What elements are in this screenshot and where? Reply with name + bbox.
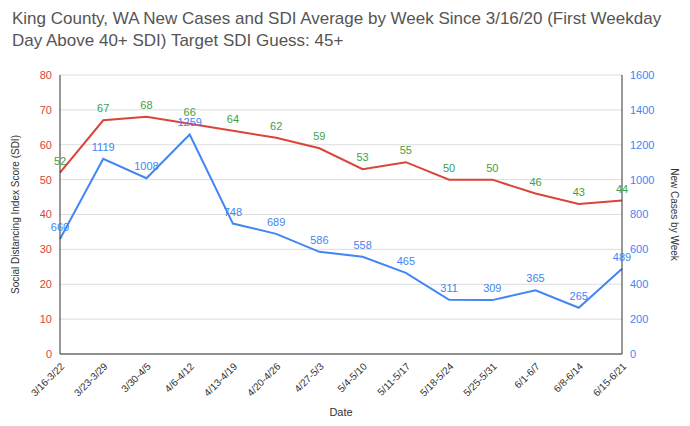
svg-text:4/6-4/12: 4/6-4/12 <box>162 360 196 394</box>
svg-text:200: 200 <box>630 313 648 325</box>
svg-text:44: 44 <box>616 183 628 195</box>
svg-text:5/11-5/17: 5/11-5/17 <box>375 360 412 397</box>
svg-text:489: 489 <box>613 251 631 263</box>
svg-text:6/8-6/14: 6/8-6/14 <box>551 360 585 394</box>
svg-text:3/16-3/22: 3/16-3/22 <box>29 360 67 398</box>
svg-text:53: 53 <box>356 151 368 163</box>
svg-text:586: 586 <box>310 234 328 246</box>
svg-text:5/18-5/24: 5/18-5/24 <box>418 360 456 398</box>
svg-text:67: 67 <box>97 102 109 114</box>
svg-text:5/25-5/31: 5/25-5/31 <box>461 360 499 398</box>
svg-text:1000: 1000 <box>630 174 654 186</box>
svg-text:365: 365 <box>526 272 544 284</box>
svg-text:20: 20 <box>40 278 52 290</box>
svg-text:6/1-6/7: 6/1-6/7 <box>512 360 542 390</box>
svg-text:558: 558 <box>353 239 371 251</box>
svg-text:80: 80 <box>40 69 52 81</box>
svg-text:4/27-5/3: 4/27-5/3 <box>292 360 326 394</box>
svg-text:3/23-3/29: 3/23-3/29 <box>72 360 110 398</box>
svg-text:689: 689 <box>267 216 285 228</box>
svg-text:64: 64 <box>227 113 239 125</box>
svg-text:66: 66 <box>183 105 196 118</box>
svg-text:1200: 1200 <box>630 139 654 151</box>
svg-text:1600: 1600 <box>630 69 654 81</box>
svg-text:311: 311 <box>440 282 458 294</box>
svg-text:3/30-4/5: 3/30-4/5 <box>119 360 153 394</box>
svg-text:660: 660 <box>51 221 69 233</box>
svg-text:0: 0 <box>630 348 636 360</box>
svg-text:50: 50 <box>486 162 498 174</box>
svg-text:5/4-5/10: 5/4-5/10 <box>335 360 369 394</box>
svg-text:68: 68 <box>140 99 152 111</box>
svg-text:40: 40 <box>40 208 52 220</box>
svg-text:10: 10 <box>40 313 52 325</box>
svg-text:0: 0 <box>46 348 52 360</box>
svg-text:60: 60 <box>40 139 52 151</box>
svg-text:43: 43 <box>573 186 585 198</box>
svg-text:309: 309 <box>483 282 501 294</box>
svg-text:62: 62 <box>270 120 282 132</box>
svg-text:55: 55 <box>400 144 412 156</box>
svg-text:50: 50 <box>40 174 52 186</box>
svg-text:4/13-4/19: 4/13-4/19 <box>202 360 240 398</box>
html-text:King County, WA New Cases and: King County, WA New Cases and SDI Averag… <box>12 9 662 50</box>
svg-text:Social Distancing Index Score: Social Distancing Index Score (SDI) <box>10 135 21 294</box>
svg-text:265: 265 <box>570 290 588 302</box>
svg-text:59: 59 <box>313 130 325 142</box>
svg-text:30: 30 <box>40 243 52 255</box>
svg-text:46: 46 <box>529 176 541 188</box>
svg-text:1259: 1259 <box>177 116 201 128</box>
svg-text:748: 748 <box>224 206 242 218</box>
svg-text:6/15-6/21: 6/15-6/21 <box>591 360 629 398</box>
svg-text:400: 400 <box>630 278 648 290</box>
svg-text:4/20-4/26: 4/20-4/26 <box>245 360 283 398</box>
svg-text:52: 52 <box>54 155 66 167</box>
svg-text:70: 70 <box>40 104 52 116</box>
svg-text:New Cases by Week: New Cases by Week <box>669 168 680 262</box>
svg-text:600: 600 <box>630 243 648 255</box>
svg-text:1400: 1400 <box>630 104 654 116</box>
svg-text:Date: Date <box>329 406 352 418</box>
svg-text:1119: 1119 <box>92 141 115 153</box>
svg-text:465: 465 <box>397 255 415 267</box>
svg-text:1008: 1008 <box>134 160 158 172</box>
svg-text:800: 800 <box>630 208 648 220</box>
svg-text:50: 50 <box>443 162 455 174</box>
